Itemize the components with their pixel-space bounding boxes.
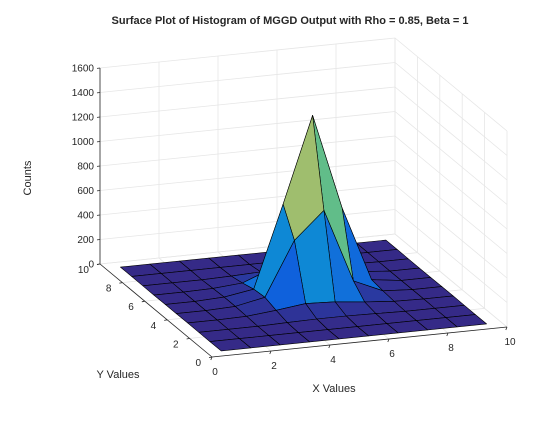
y-axis-label: Y Values [96,369,140,381]
y-tick [142,301,145,302]
y-tick-label: 8 [106,284,112,295]
x-tick-label: 0 [212,367,218,378]
z-tick-label: 400 [77,211,94,222]
z-tick-label: 200 [77,235,94,246]
y-tick-label: 6 [128,302,134,313]
chart-title: Surface Plot of Histogram of MGGD Output… [112,15,469,27]
y-tick-label: 0 [195,358,201,369]
x-tick-label: 2 [271,361,277,372]
y-tick-label: 4 [151,321,157,332]
x-tick-label: 8 [448,343,454,354]
y-tick [119,283,122,284]
z-tick-label: 1000 [72,137,95,148]
z-tick-label: 800 [77,162,94,173]
z-axis-label: Counts [22,160,34,195]
x-tick-label: 4 [330,355,336,366]
z-tick-label: 0 [88,260,94,271]
x-axis-label: X Values [312,383,356,395]
z-tick-label: 1600 [72,64,95,75]
y-tick [187,338,190,339]
x-tick-label: 6 [389,349,395,360]
z-tick-label: 1400 [72,88,95,99]
z-tick-label: 600 [77,186,94,197]
y-tick [164,320,167,321]
x-tick-label: 10 [504,337,516,348]
y-tick-label: 2 [173,339,179,350]
z-tick-label: 1200 [72,113,95,124]
